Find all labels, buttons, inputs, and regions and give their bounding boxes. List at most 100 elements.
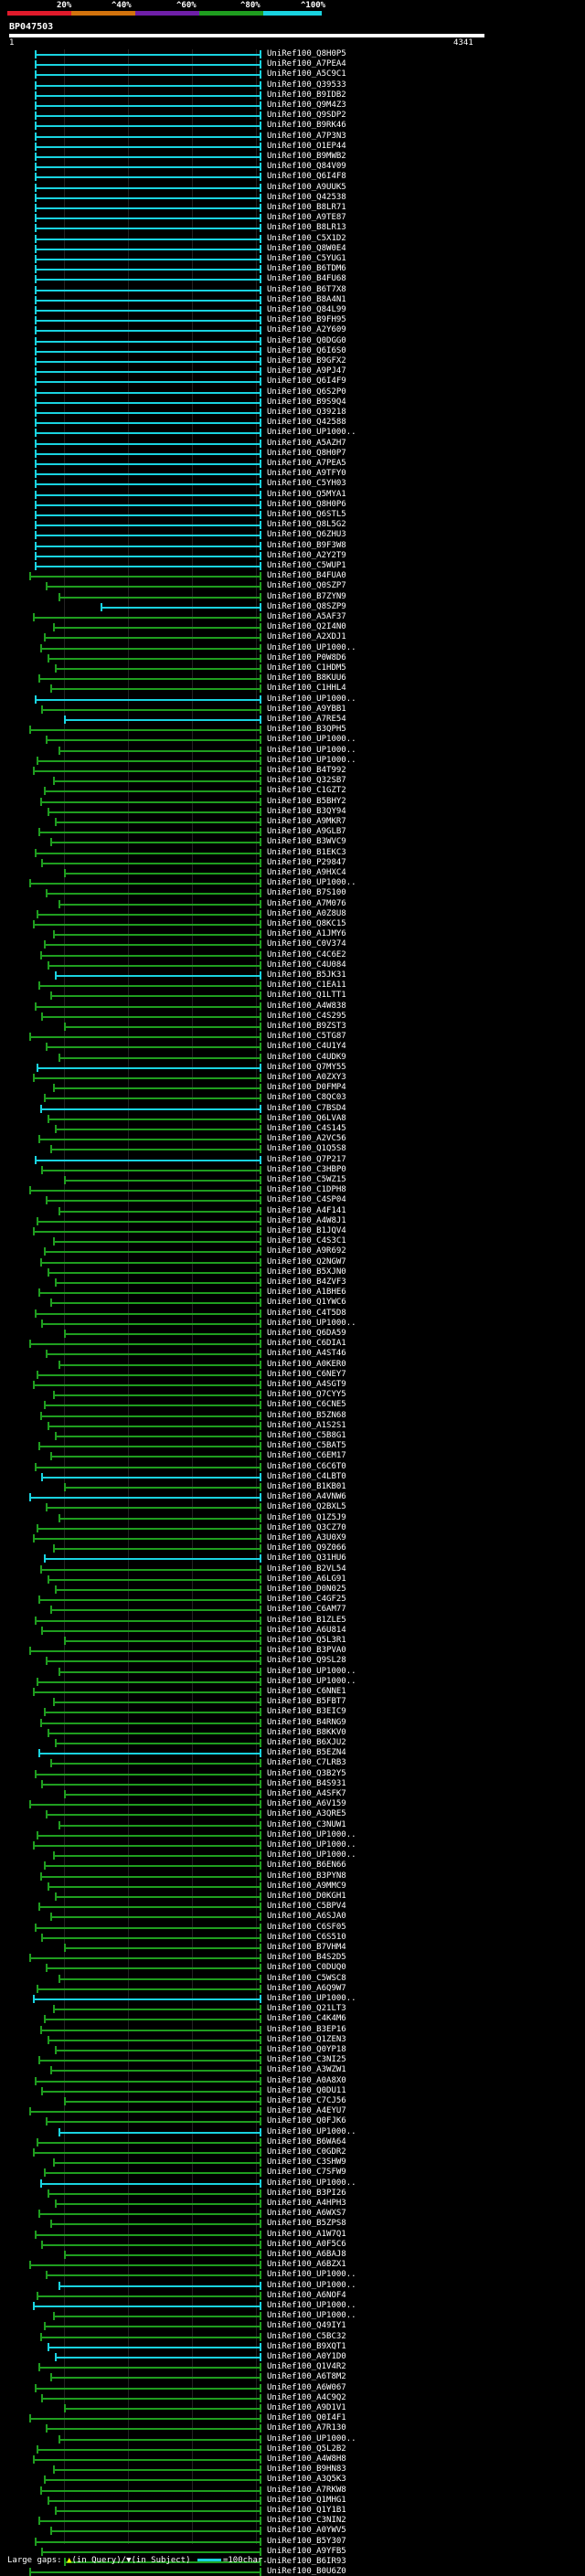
hit-label[interactable]: UniRef100_B9IDB2 [267, 90, 346, 100]
hit-label[interactable]: UniRef100_B9F3W8 [267, 540, 346, 550]
hit-bar[interactable] [53, 2004, 261, 2014]
hit-bar[interactable] [58, 1974, 261, 1984]
hit-bar[interactable] [35, 428, 261, 438]
hit-label[interactable]: UniRef100_Q6STL5 [267, 510, 346, 519]
hit-label[interactable]: UniRef100_A0ZXY3 [267, 1073, 346, 1082]
hit-label[interactable]: UniRef100_A5AZH7 [267, 438, 346, 448]
hit-label[interactable]: UniRef100_A0Y1D0 [267, 2352, 346, 2361]
hit-bar[interactable] [53, 929, 261, 939]
hit-label[interactable]: UniRef100_Q6I6S0 [267, 345, 346, 355]
hit-label[interactable]: UniRef100_A2Y609 [267, 325, 346, 335]
hit-label[interactable]: UniRef100_B4ZVF3 [267, 1277, 346, 1287]
hit-label[interactable]: UniRef100_C3NI25 [267, 2055, 346, 2065]
hit-label[interactable]: UniRef100_A1JMY6 [267, 929, 346, 939]
hit-label[interactable]: UniRef100_A9HXC4 [267, 868, 346, 877]
hit-label[interactable]: UniRef100_B1ZLE5 [267, 1615, 346, 1625]
hit-label[interactable]: UniRef100_B5Y307 [267, 2536, 346, 2546]
hit-label[interactable]: UniRef100_Q6LVA8 [267, 1113, 346, 1123]
hit-bar[interactable] [50, 1605, 261, 1615]
hit-label[interactable]: UniRef100_C3HBP0 [267, 1164, 346, 1174]
hit-bar[interactable] [33, 766, 261, 776]
hit-label[interactable]: UniRef100_B9MWB2 [267, 152, 346, 161]
hit-label[interactable]: UniRef100_A1S2S1 [267, 1420, 346, 1430]
hit-bar[interactable] [35, 2537, 261, 2547]
hit-label[interactable]: UniRef100_C4UDK9 [267, 1052, 346, 1062]
hit-bar[interactable] [37, 1830, 261, 1840]
hit-label[interactable]: UniRef100_C0GDR2 [267, 2147, 346, 2157]
hit-bar[interactable] [41, 2240, 261, 2250]
hit-bar[interactable] [33, 1687, 261, 1697]
hit-bar[interactable] [37, 1677, 261, 1687]
hit-bar[interactable] [53, 1850, 261, 1860]
hit-label[interactable]: UniRef100_UP1000.. [267, 2178, 356, 2188]
hit-label[interactable]: UniRef100_UP1000.. [267, 735, 356, 745]
hit-label[interactable]: UniRef100_B9S9Q4 [267, 397, 346, 407]
hit-bar[interactable] [38, 1288, 261, 1298]
hit-label[interactable]: UniRef100_Q8H0P6 [267, 499, 346, 509]
hit-label[interactable]: UniRef100_A6BAJ8 [267, 2250, 346, 2259]
hit-bar[interactable] [35, 1462, 261, 1472]
hit-label[interactable]: UniRef100_Q1LTT1 [267, 991, 346, 1001]
hit-bar[interactable] [44, 1860, 261, 1871]
hit-bar[interactable] [35, 449, 261, 459]
hit-bar[interactable] [35, 408, 261, 418]
hit-bar[interactable] [29, 2413, 261, 2423]
hit-label[interactable]: UniRef100_B4FU68 [267, 274, 346, 284]
hit-label[interactable]: UniRef100_Q39218 [267, 408, 346, 417]
hit-label[interactable]: UniRef100_UP1000.. [267, 2311, 356, 2321]
hit-bar[interactable] [44, 1553, 261, 1564]
hit-label[interactable]: UniRef100_B4RNG9 [267, 1717, 346, 1727]
hit-bar[interactable] [38, 2055, 261, 2065]
hit-bar[interactable] [44, 2475, 261, 2485]
hit-bar[interactable] [29, 571, 261, 581]
hit-bar[interactable] [53, 1236, 261, 1246]
hit-bar[interactable] [35, 132, 261, 142]
hit-bar[interactable] [35, 376, 261, 387]
hit-label[interactable]: UniRef100_B8LR71 [267, 203, 346, 212]
hit-label[interactable]: UniRef100_B4T992 [267, 766, 346, 775]
hit-label[interactable]: UniRef100_C1GZT2 [267, 786, 346, 796]
hit-label[interactable]: UniRef100_Q6I4F8 [267, 172, 346, 182]
hit-bar[interactable] [41, 858, 261, 868]
hit-label[interactable]: UniRef100_B0U6Z0 [267, 2567, 346, 2576]
hit-bar[interactable] [44, 2168, 261, 2178]
hit-label[interactable]: UniRef100_C6C6T0 [267, 1461, 346, 1471]
hit-bar[interactable] [38, 981, 261, 991]
hit-label[interactable]: UniRef100_Q8H0P5 [267, 49, 346, 58]
hit-label[interactable]: UniRef100_Q0FJK6 [267, 2116, 346, 2126]
hit-label[interactable]: UniRef100_D0KGH1 [267, 1892, 346, 1901]
hit-label[interactable]: UniRef100_Q84L99 [267, 305, 346, 314]
hit-bar[interactable] [48, 807, 261, 817]
hit-label[interactable]: UniRef100_B9HN83 [267, 2465, 346, 2475]
hit-bar[interactable] [35, 234, 261, 244]
hit-bar[interactable] [35, 366, 261, 376]
hit-label[interactable]: UniRef100_C4S3C1 [267, 1236, 346, 1246]
hit-bar[interactable] [35, 479, 261, 489]
hit-bar[interactable] [64, 2096, 261, 2106]
hit-bar[interactable] [53, 1083, 261, 1093]
hit-label[interactable]: UniRef100_Q0DGG0 [267, 335, 346, 345]
hit-bar[interactable] [35, 80, 261, 90]
hit-bar[interactable] [35, 336, 261, 346]
hit-label[interactable]: UniRef100_Q1V4R2 [267, 2362, 346, 2372]
hit-label[interactable]: UniRef100_C5WZ15 [267, 1175, 346, 1184]
hit-bar[interactable] [64, 2403, 261, 2413]
hit-label[interactable]: UniRef100_B3QY94 [267, 806, 346, 816]
hit-bar[interactable] [50, 684, 261, 694]
hit-bar[interactable] [37, 756, 261, 766]
hit-bar[interactable] [48, 1421, 261, 1431]
hit-bar[interactable] [38, 1748, 261, 1758]
hit-bar[interactable] [35, 346, 261, 356]
hit-label[interactable]: UniRef100_C4S145 [267, 1124, 346, 1133]
hit-label[interactable]: UniRef100_C1HDM5 [267, 663, 346, 673]
hit-bar[interactable] [50, 2065, 261, 2075]
hit-label[interactable]: UniRef100_A4HPH3 [267, 2199, 346, 2208]
hit-label[interactable]: UniRef100_B6TDM6 [267, 264, 346, 274]
hit-label[interactable]: UniRef100_Q9SL28 [267, 1656, 346, 1666]
hit-bar[interactable] [29, 725, 261, 735]
hit-label[interactable]: UniRef100_A0KER0 [267, 1359, 346, 1369]
hit-bar[interactable] [35, 90, 261, 101]
hit-label[interactable]: UniRef100_A9YBB1 [267, 704, 346, 714]
hit-bar[interactable] [35, 111, 261, 121]
hit-bar[interactable] [35, 1923, 261, 1933]
